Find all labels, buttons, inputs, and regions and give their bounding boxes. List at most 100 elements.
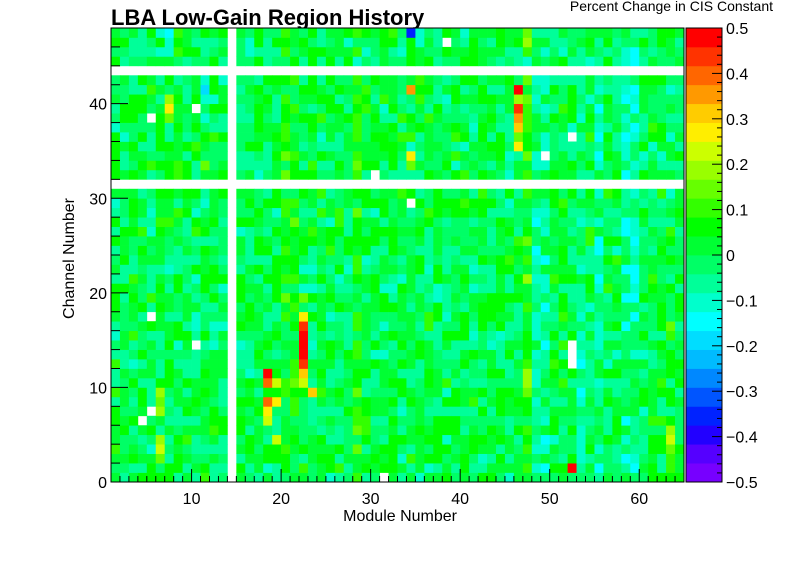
heatmap-cell xyxy=(433,463,443,473)
heatmap-cell xyxy=(218,425,228,436)
heatmap-cell xyxy=(469,330,479,341)
heatmap-cell xyxy=(648,387,658,398)
heatmap-cell xyxy=(442,226,452,237)
heatmap-cell xyxy=(263,453,273,464)
heatmap-cell xyxy=(513,330,524,341)
heatmap-cell xyxy=(513,28,524,38)
heatmap-cell xyxy=(164,103,175,114)
heatmap-cell xyxy=(406,396,416,407)
heatmap-cell xyxy=(621,37,631,48)
heatmap-cell xyxy=(460,311,470,322)
heatmap-cell xyxy=(218,46,228,57)
heatmap-cell xyxy=(325,406,336,417)
heatmap-cell xyxy=(119,434,130,445)
heatmap-cell xyxy=(164,169,175,180)
heatmap-cell xyxy=(433,340,443,350)
heatmap-cell xyxy=(281,198,291,209)
heatmap-cell xyxy=(549,150,559,161)
heatmap-cell xyxy=(415,141,425,152)
heatmap-cell xyxy=(128,188,139,199)
heatmap-cell xyxy=(657,264,667,275)
heatmap-cell xyxy=(433,122,443,133)
heatmap-cell xyxy=(540,113,551,123)
heatmap-cell xyxy=(155,311,166,322)
heatmap-cell xyxy=(272,188,282,199)
heatmap-cell xyxy=(370,463,380,473)
heatmap-cell xyxy=(487,330,497,341)
heatmap-cell xyxy=(460,396,470,407)
heatmap-cell xyxy=(155,359,166,369)
heatmap-cell xyxy=(352,28,363,38)
heatmap-cell xyxy=(433,255,443,265)
heatmap-cell xyxy=(594,37,604,48)
heatmap-cell xyxy=(343,396,354,407)
heatmap-cell xyxy=(397,169,407,180)
heatmap-cell xyxy=(639,198,649,209)
heatmap-cell xyxy=(182,75,192,86)
heatmap-cell xyxy=(469,245,479,256)
heatmap-cell xyxy=(325,160,336,171)
heatmap-cell xyxy=(558,245,568,256)
heatmap-cell xyxy=(433,349,443,360)
heatmap-cell xyxy=(504,434,515,445)
heatmap-cell xyxy=(307,141,318,152)
heatmap-cell xyxy=(307,472,318,483)
heatmap-cell xyxy=(209,340,219,350)
heatmap-cell xyxy=(343,37,354,48)
heatmap-cell xyxy=(433,406,443,417)
heatmap-cell xyxy=(612,453,622,464)
heatmap-cell xyxy=(487,150,497,161)
heatmap-cell xyxy=(137,198,148,209)
heatmap-cell xyxy=(272,321,282,332)
heatmap-cell xyxy=(281,169,291,180)
colorbar-swatch xyxy=(686,444,722,464)
heatmap-cell xyxy=(576,236,586,246)
heatmap-cell xyxy=(209,141,219,152)
heatmap-cell xyxy=(576,434,586,445)
heatmap-cell xyxy=(137,217,148,227)
heatmap-cell xyxy=(585,330,595,341)
heatmap-cell xyxy=(343,472,354,483)
heatmap-cell xyxy=(191,434,201,445)
heatmap-cell xyxy=(612,84,622,95)
heatmap-cell xyxy=(290,273,300,284)
heatmap-cell xyxy=(272,453,282,464)
heatmap-cell xyxy=(236,160,246,171)
heatmap-cell xyxy=(612,255,622,265)
heatmap-cell xyxy=(343,349,354,360)
heatmap-cell xyxy=(549,56,559,67)
heatmap-cell xyxy=(146,396,157,407)
heatmap-cell xyxy=(128,330,139,341)
heatmap-cell xyxy=(495,132,506,142)
colorbar-swatch xyxy=(686,217,722,237)
heatmap-cell xyxy=(281,207,291,218)
heatmap-cell xyxy=(361,56,371,67)
heatmap-cell xyxy=(576,188,586,199)
heatmap-cell xyxy=(657,434,667,445)
heatmap-cell xyxy=(657,245,667,256)
heatmap-cell xyxy=(164,122,175,133)
heatmap-cell xyxy=(388,415,398,426)
heatmap-cell xyxy=(522,340,533,350)
heatmap-cell xyxy=(334,283,345,294)
heatmap-cell xyxy=(531,207,542,218)
heatmap-cell xyxy=(603,425,613,436)
heatmap-cell xyxy=(164,283,175,294)
heatmap-cell xyxy=(200,387,210,398)
heatmap-cell xyxy=(576,28,586,38)
heatmap-cell xyxy=(478,103,488,114)
heatmap-cell xyxy=(281,387,291,398)
heatmap-cell xyxy=(424,160,434,171)
heatmap-cell xyxy=(245,434,255,445)
heatmap-cell xyxy=(531,198,542,209)
heatmap-cell xyxy=(612,226,622,237)
heatmap-cell xyxy=(137,169,148,180)
heatmap-cell xyxy=(191,425,201,436)
heatmap-cell xyxy=(307,103,318,114)
heatmap-cell xyxy=(281,255,291,265)
heatmap-cell xyxy=(666,377,676,388)
heatmap-cell xyxy=(603,169,613,180)
heatmap-cell xyxy=(316,264,327,275)
heatmap-cell xyxy=(612,434,622,445)
heatmap-cell xyxy=(173,302,183,313)
